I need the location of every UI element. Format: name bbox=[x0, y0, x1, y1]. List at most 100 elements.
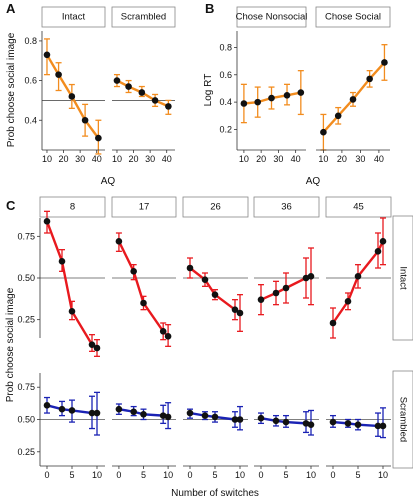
chart_data.0-y-tick-label: 0.4 bbox=[24, 115, 37, 125]
series-intact-aq-45-point bbox=[354, 273, 362, 280]
series-chose-nonsocial-point bbox=[254, 98, 261, 106]
facet-strip-scrambled-label: Scrambled bbox=[398, 397, 409, 442]
series-scrambled-aq-26-point bbox=[231, 416, 239, 423]
series-scrambled-point bbox=[151, 97, 159, 104]
series-intact-aq-8-point bbox=[58, 258, 66, 265]
chart_data.2-y-tick-label: 0.25 bbox=[17, 315, 35, 325]
series-scrambled-aq-26-point bbox=[186, 409, 194, 417]
series-intact-point bbox=[81, 116, 89, 124]
series-intact-aq-8-line bbox=[45, 220, 98, 349]
chart_data.1-y-tick-label: 0.4 bbox=[219, 97, 232, 107]
facet-strip-intact-box bbox=[41, 6, 106, 28]
chart_data.2-x-tick-label: 10 bbox=[378, 470, 388, 480]
series-intact-aq-26-point bbox=[236, 309, 244, 317]
facet-strip-scrambled-label: Scrambled bbox=[121, 12, 166, 23]
facet-strip-aq-17-label: 17 bbox=[139, 202, 150, 213]
series-scrambled-aq-36-point bbox=[257, 414, 265, 422]
chart_data.2-x-tick-label: 5 bbox=[212, 470, 217, 480]
series-chose-nonsocial-point bbox=[283, 91, 291, 99]
facet-strip-aq-26-label: 26 bbox=[210, 202, 221, 213]
chart_data.1-x-tick-label: 30 bbox=[273, 154, 283, 164]
chart_data.0-y-tick-label: 0.8 bbox=[24, 36, 37, 46]
series-scrambled-aq-8-point bbox=[88, 409, 96, 417]
facet-strip-scrambled-box bbox=[111, 6, 176, 28]
series-scrambled-point bbox=[113, 77, 121, 84]
series-chose-social-point bbox=[381, 59, 388, 66]
series-scrambled-aq-45-point bbox=[379, 422, 387, 430]
facet-strip-aq-17-box bbox=[111, 196, 177, 218]
chart_data.2-x-tick-label: 0 bbox=[116, 470, 121, 480]
series-scrambled-aq-8-point bbox=[68, 407, 76, 414]
chart_data.2-x-tick-label: 0 bbox=[187, 470, 192, 480]
series-scrambled-aq-17-point bbox=[164, 413, 172, 421]
series-intact-aq-45-point bbox=[329, 319, 337, 327]
series-intact-aq-8-point bbox=[43, 218, 51, 225]
series-chose-nonsocial-point bbox=[297, 89, 305, 96]
facet-strip-aq-45-label: 45 bbox=[353, 202, 364, 213]
series-scrambled-aq-17-point bbox=[130, 408, 137, 416]
facet-strip-aq-26-box bbox=[182, 196, 249, 218]
series-scrambled-point bbox=[138, 89, 146, 96]
chart_data.2-y-tick-label: 0.75 bbox=[17, 382, 35, 392]
series-intact-aq-26-point bbox=[186, 264, 194, 272]
series-intact-aq-36-point bbox=[257, 296, 265, 303]
series-scrambled-aq-26-point bbox=[211, 413, 219, 421]
chart_data.2-x-tick-label: 10 bbox=[163, 470, 173, 480]
series-scrambled-aq-17-point bbox=[115, 405, 123, 413]
facet-strip-aq-36-label: 36 bbox=[281, 202, 292, 213]
series-scrambled-aq-8-point bbox=[58, 405, 66, 413]
chart_data.2-x-tick-label: 5 bbox=[355, 470, 360, 480]
chart_data.2-x-tick-label: 10 bbox=[306, 470, 316, 480]
chart_data.0-x-tick-label: 10 bbox=[112, 154, 122, 164]
series-chose-nonsocial-point bbox=[240, 100, 248, 107]
series-scrambled-point bbox=[165, 103, 172, 110]
chart_data.2-y-tick-label: 0.50 bbox=[17, 273, 35, 283]
series-intact-aq-8-point bbox=[93, 344, 101, 352]
chart_data.0-x-tick-label: 20 bbox=[59, 154, 69, 164]
series-scrambled-aq-36-point bbox=[307, 421, 315, 428]
chart_data.2-x-tick-label: 5 bbox=[283, 470, 288, 480]
facet-strip-aq-45-box bbox=[325, 196, 392, 218]
series-chose-social-point bbox=[366, 75, 373, 83]
facet-strip-intact-box bbox=[392, 215, 413, 341]
panel-letter-c: C bbox=[6, 198, 16, 213]
chart_data.2-y-tick-label: 0.75 bbox=[17, 231, 35, 241]
chart_data.2-x-tick-label: 0 bbox=[330, 470, 335, 480]
series-intact-point bbox=[95, 134, 102, 142]
facet-strip-chose-nonsocial-label: Chose Nonsocial bbox=[236, 12, 308, 23]
facet-strip-aq-8-label: 8 bbox=[70, 202, 75, 213]
y-axis-title: Prob choose social image bbox=[5, 287, 16, 402]
facet-strip-aq-36-box bbox=[253, 196, 320, 218]
series-intact-aq-36-point bbox=[307, 273, 315, 280]
facet-strip-chose-social-label: Chose Social bbox=[325, 12, 381, 23]
chart_data.1-x-tick-label: 20 bbox=[337, 154, 347, 164]
chart_data.0-x-tick-label: 40 bbox=[162, 154, 172, 164]
chart_data.2-x-tick-label: 10 bbox=[92, 470, 102, 480]
panel-letter-a: A bbox=[6, 1, 16, 16]
series-scrambled-aq-26-point bbox=[236, 416, 244, 423]
chart_data.1-y-tick-label: 0.8 bbox=[219, 42, 232, 52]
chart_data.2-x-tick-label: 5 bbox=[69, 470, 74, 480]
x-axis-title: AQ bbox=[101, 176, 116, 187]
chart_data.2-x-tick-label: 0 bbox=[44, 470, 49, 480]
series-scrambled-aq-45-point bbox=[354, 421, 362, 428]
series-scrambled-aq-45-point bbox=[344, 420, 352, 427]
series-intact-point bbox=[68, 93, 76, 100]
facet-strip-chose-nonsocial-box bbox=[236, 6, 307, 28]
series-intact-aq-17-point bbox=[159, 328, 167, 335]
chart_data.0-x-tick-label: 30 bbox=[145, 154, 155, 164]
chart_data.2-y-tick-label: 0.25 bbox=[17, 447, 35, 457]
series-intact-aq-45-point bbox=[379, 238, 387, 245]
series-intact-aq-17-line bbox=[117, 240, 169, 338]
series-intact-aq-45-point bbox=[374, 248, 382, 255]
series-intact-aq-36-point bbox=[302, 274, 310, 282]
chart_data.1-x-tick-label: 10 bbox=[239, 154, 249, 164]
series-intact-aq-26-point bbox=[201, 276, 209, 283]
series-intact-aq-36-point bbox=[272, 289, 280, 297]
series-scrambled-aq-45-point bbox=[374, 422, 382, 430]
facet-strip-intact-label: Intact bbox=[62, 12, 86, 23]
chart_data.0-x-tick-label: 20 bbox=[129, 154, 139, 164]
series-chose-social-point bbox=[320, 128, 327, 136]
x-axis-title: Number of switches bbox=[171, 488, 259, 499]
